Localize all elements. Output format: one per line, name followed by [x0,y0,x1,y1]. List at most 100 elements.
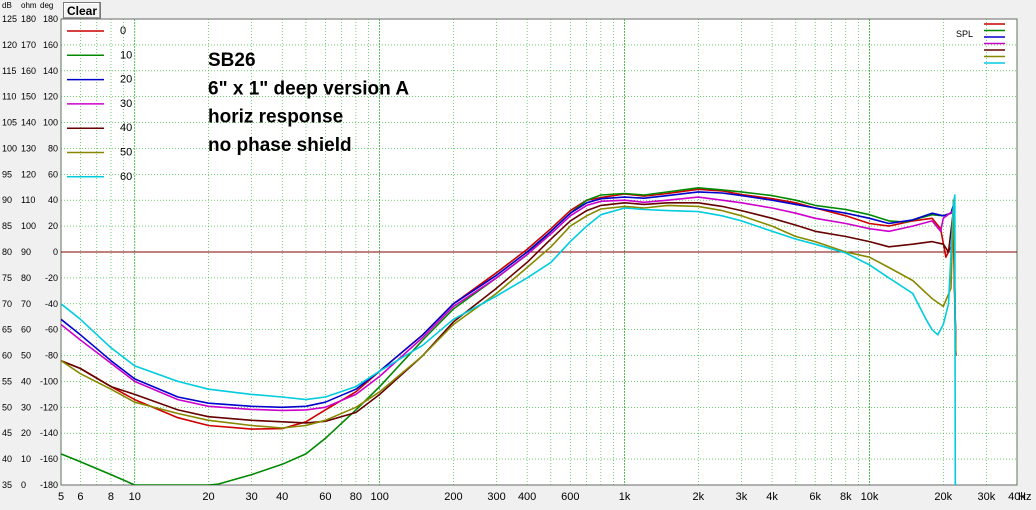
x-unit-label: Hz [1018,491,1031,503]
series-line-40 [61,202,957,424]
y-tick-db: 125 [2,14,17,24]
annotation-line-4: no phase shield [208,135,352,156]
y-tick-ohm: 10 [21,454,31,464]
x-tick-label: 8 [108,491,114,503]
series-line-60 [61,194,958,485]
x-tick-label: 3k [736,491,748,503]
y-tick-db: 90 [2,195,12,205]
y-tick-deg: 60 [48,169,58,179]
x-tick-label: 300 [487,491,505,503]
y-tick-deg: -120 [40,402,58,412]
x-tick-label: 5 [58,491,64,503]
y-tick-db: 80 [2,247,12,257]
y-tick-ohm: 50 [21,351,31,361]
y-tick-deg: -160 [40,454,58,464]
y-tick-ohm: 130 [21,143,36,153]
y-tick-db: 105 [2,118,17,128]
annotation: SB26 6" x 1" deep version A horiz response… [208,50,409,156]
unit-headers: dB ohm deg [2,1,53,10]
y-tick-deg: 120 [43,92,58,102]
x-tick-label: 20k [934,491,952,503]
y-tick-ohm: 30 [21,402,31,412]
x-tick-label: 1k [619,491,631,503]
y-tick-db: 55 [2,376,12,386]
y-tick-deg: -60 [45,325,58,335]
y-tick-db: 85 [2,221,12,231]
y-tick-deg: 80 [48,143,58,153]
x-tick-label: 8k [840,491,852,503]
y-tick-deg: 40 [48,195,58,205]
y-tick-deg: -140 [40,428,58,438]
y-tick-deg: 180 [43,14,58,24]
legend: 0 10 20 30 40 50 60 [67,25,132,183]
x-tick-label: 200 [444,491,462,503]
y-tick-deg: 20 [48,221,58,231]
y-tick-ohm: 100 [21,221,36,231]
x-tick-label: 6 [77,491,83,503]
y-tick-ohm: 60 [21,325,31,335]
y-tick-ohm: 0 [21,480,26,490]
y-tick-db: 95 [2,169,12,179]
clear-button[interactable]: Clear [63,2,101,19]
spl-legend: SPL [956,23,1005,64]
y-tick-ohm: 120 [21,169,36,179]
y-tick-deg: 140 [43,66,58,76]
x-tick-label: 6k [809,491,821,503]
legend-label-40: 40 [120,122,132,134]
y-tick-ohm: 90 [21,247,31,257]
x-tick-label: 400 [518,491,536,503]
y-tick-ohm: 170 [21,40,36,50]
y-tick-ohm: 150 [21,92,36,102]
y-tick-db: 110 [2,92,16,102]
y-tick-ohm: 180 [21,14,36,24]
x-tick-label: 40k [1008,491,1026,503]
y-tick-db: 120 [2,40,17,50]
y-tick-db: 100 [2,143,17,153]
annotation-line-3: horiz response [208,107,343,128]
y-tick-deg: 100 [43,118,58,128]
series-layer [61,187,958,485]
y-tick-db: 40 [2,454,12,464]
y-tick-db: 65 [2,325,12,335]
x-tick-label: 30 [245,491,257,503]
x-tick-label: 600 [561,491,579,503]
series-line-10 [61,187,957,485]
legend-label-30: 30 [120,98,132,110]
legend-label-0: 0 [120,25,126,37]
y-tick-db: 75 [2,273,12,283]
legend-label-50: 50 [120,147,132,159]
y-tick-db: 50 [2,402,12,412]
y-tick-deg: -40 [45,299,58,309]
y-tick-deg: 160 [43,40,58,50]
x-tick-label: 10 [129,491,141,503]
y-tick-db: 35 [2,480,12,490]
x-tick-label: 100 [370,491,388,503]
x-tick-label: 80 [350,491,362,503]
y-tick-ohm: 110 [21,195,35,205]
y-tick-db: 70 [2,299,12,309]
series-line-50 [61,199,957,429]
x-tick-label: 40 [276,491,288,503]
y-tick-db: 115 [2,66,16,76]
unit-header-deg: deg [40,1,53,10]
y-tick-db: 45 [2,428,12,438]
legend-label-20: 20 [120,74,132,86]
series-line-30 [61,196,957,412]
x-tick-label: 30k [978,491,996,503]
y-tick-ohm: 40 [21,376,31,386]
x-tick-label: 4k [766,491,778,503]
y-axis-labels: 125 180 180 120 170 160 115 160 140 110 150 120 105 1… [2,14,58,490]
unit-header-ohm: ohm [21,1,37,10]
y-tick-ohm: 20 [21,428,31,438]
legend-label-60: 60 [120,171,132,183]
annotation-line-2: 6" x 1" deep version A [208,78,409,99]
legend-label-10: 10 [120,49,132,61]
y-tick-deg: -180 [40,480,58,490]
y-tick-ohm: 70 [21,299,31,309]
x-tick-label: 10k [861,491,879,503]
y-tick-ohm: 160 [21,66,36,76]
annotation-line-1: SB26 [208,50,256,71]
y-tick-deg: -80 [45,351,58,361]
